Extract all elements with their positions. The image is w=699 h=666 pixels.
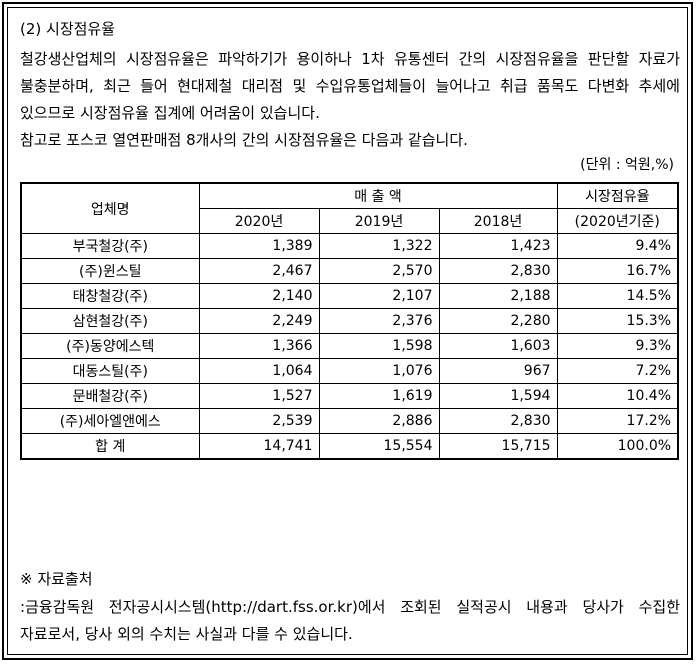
table-header-row: 업체명 매 출 액 시장점유율: [20, 182, 679, 234]
sales-2020-cell: 2,249: [198, 308, 320, 334]
reference-note: 참고로 포스코 열연판매점 8개사의 간의 시장점유율은 다음과 같습니다.: [20, 131, 468, 149]
sales-2020-cell: 1,527: [198, 383, 320, 409]
company-name-cell: 대동스틸(주): [20, 358, 200, 384]
table-row: 부국철강(주) 1,389 1,322 1,423 9.4%: [20, 233, 679, 259]
header-company: 업체명: [20, 182, 200, 234]
market-share-cell: 7.2%: [556, 358, 679, 384]
market-share-cell: 100.0%: [556, 433, 679, 460]
table-subheader-row: 2020년 2019년 2018년 (2020년기준): [21, 208, 679, 234]
table-row: 합 계 14,741 15,554 15,715 100.0%: [20, 433, 679, 460]
company-name-cell: (주)동양에스텍: [20, 333, 200, 359]
company-name-cell: (주)세아엘앤에스: [20, 408, 200, 434]
sales-2019-cell: 2,886: [318, 408, 440, 434]
table-row: 문배철강(주) 1,527 1,619 1,594 10.4%: [20, 383, 679, 409]
sales-2019-cell: 1,076: [318, 358, 440, 384]
market-share-cell: 10.4%: [556, 383, 679, 409]
market-share-cell: 16.7%: [556, 258, 679, 284]
company-name-cell: 합 계: [20, 433, 200, 460]
sales-2018-cell: 2,830: [438, 258, 558, 284]
table-row: 대동스틸(주) 1,064 1,076 967 7.2%: [20, 358, 679, 384]
market-share-table: 업체명 매 출 액 시장점유율 2020년 2019년 2018년 (2020년…: [20, 182, 680, 460]
sales-2020-cell: 2,539: [198, 408, 320, 434]
intro-paragraph: 철강생산업체의 시장점유율은 파악하기가 용이하나 1차 유통센터 간의 시장점…: [20, 50, 680, 122]
sales-2018-cell: 1,603: [438, 333, 558, 359]
sales-2020-cell: 2,140: [198, 283, 320, 309]
header-year-2020: 2020년: [198, 208, 320, 234]
sales-2019-cell: 2,570: [318, 258, 440, 284]
sales-2019-cell: 1,322: [318, 233, 440, 259]
table-body: 부국철강(주) 1,389 1,322 1,423 9.4% (주)윈스틸 2,467 2,5…: [20, 233, 679, 460]
company-name-cell: 문배철강(주): [20, 383, 200, 409]
source-title: ※ 자료출처: [20, 570, 93, 588]
sales-2020-cell: 1,366: [198, 333, 320, 359]
market-share-cell: 9.3%: [556, 333, 679, 359]
market-share-cell: 15.3%: [556, 308, 679, 334]
company-name-cell: 삼현철강(주): [20, 308, 200, 334]
document-inner-border: [7, 7, 688, 655]
sales-2019-cell: 1,619: [318, 383, 440, 409]
header-sales: 매 출 액: [198, 182, 558, 209]
company-name-cell: (주)윈스틸: [20, 258, 200, 284]
sales-2020-cell: 2,467: [198, 258, 320, 284]
header-share: 시장점유율: [556, 182, 679, 209]
sales-2020-cell: 1,064: [198, 358, 320, 384]
table-row: (주)동양에스텍 1,366 1,598 1,603 9.3%: [20, 333, 679, 359]
market-share-cell: 9.4%: [556, 233, 679, 259]
sales-2018-cell: 2,280: [438, 308, 558, 334]
sales-2019-cell: 15,554: [318, 433, 440, 460]
header-year-2018: 2018년: [438, 208, 558, 234]
source-text: :금융감독원 전자공시시스템(http://dart.fss.or.kr)에서 …: [20, 598, 680, 643]
table-row: 삼현철강(주) 2,249 2,376 2,280 15.3%: [20, 308, 679, 334]
header-share-basis: (2020년기준): [556, 208, 679, 234]
sales-2019-cell: 2,376: [318, 308, 440, 334]
sales-2020-cell: 14,741: [198, 433, 320, 460]
main-content: (2) 시장점유율 철강생산업체의 시장점유율은 파악하기가 용이하나 1차 유…: [20, 18, 680, 460]
table-row: 태창철강(주) 2,140 2,107 2,188 14.5%: [20, 283, 679, 309]
table-row: (주)세아엘앤에스 2,539 2,886 2,830 17.2%: [20, 408, 679, 434]
source-section: ※ 자료출처 :금융감독원 전자공시시스템(http://dart.fss.or…: [20, 568, 680, 648]
sales-2019-cell: 1,598: [318, 333, 440, 359]
sales-2018-cell: 2,188: [438, 283, 558, 309]
market-share-cell: 17.2%: [556, 408, 679, 434]
sales-2018-cell: 2,830: [438, 408, 558, 434]
unit-label: (단위 : 억원,%): [580, 157, 674, 173]
sales-2019-cell: 2,107: [318, 283, 440, 309]
section-heading: (2) 시장점유율: [20, 20, 116, 38]
sales-2018-cell: 1,423: [438, 233, 558, 259]
table-row: (주)윈스틸 2,467 2,570 2,830 16.7%: [20, 258, 679, 284]
company-name-cell: 태창철강(주): [20, 283, 200, 309]
company-name-cell: 부국철강(주): [20, 233, 200, 259]
sales-2020-cell: 1,389: [198, 233, 320, 259]
sales-2018-cell: 1,594: [438, 383, 558, 409]
header-year-2019: 2019년: [318, 208, 440, 234]
sales-2018-cell: 15,715: [438, 433, 558, 460]
document-frame: [2, 2, 693, 660]
market-share-cell: 14.5%: [556, 283, 679, 309]
sales-2018-cell: 967: [438, 358, 558, 384]
